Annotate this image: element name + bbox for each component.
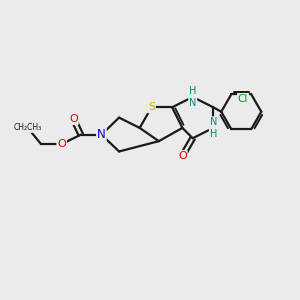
Text: S: S [148,102,155,112]
Text: O: O [69,114,78,124]
Text: O: O [178,151,187,161]
Text: O: O [57,139,66,149]
Text: Cl: Cl [238,94,248,104]
Text: H
N: H N [189,86,196,108]
Text: N: N [97,128,106,141]
Text: N
H: N H [210,117,217,139]
Text: CH₂CH₃: CH₂CH₃ [14,123,42,132]
